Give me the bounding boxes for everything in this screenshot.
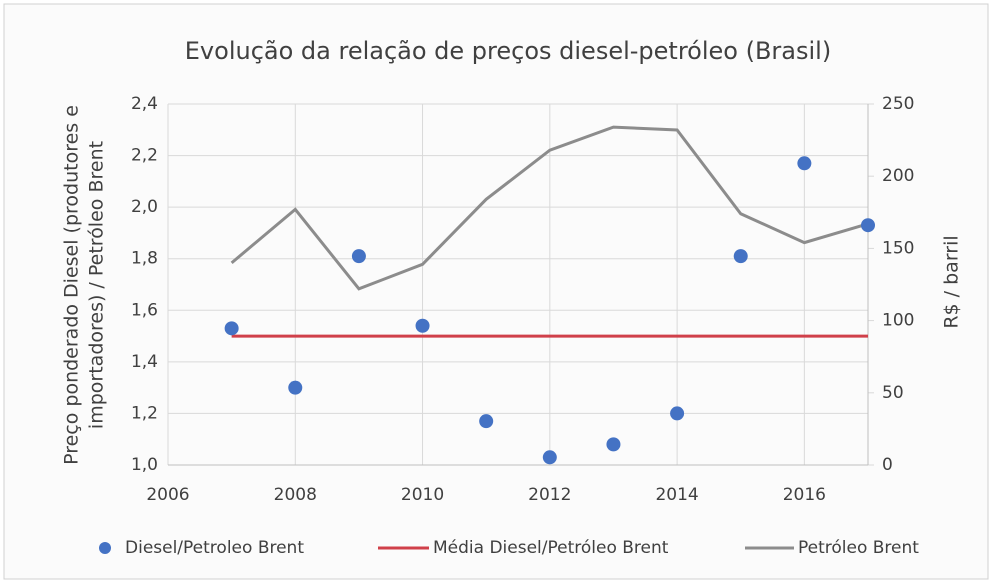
legend-label: Média Diesel/Petróleo Brent: [433, 538, 669, 558]
point: [733, 249, 748, 264]
point: [606, 437, 621, 452]
y-tick-label: 1,2: [131, 403, 158, 423]
x-tick-label: 2008: [274, 485, 317, 505]
y-tick-label: 2,4: [131, 94, 158, 114]
y2-tick-label: 250: [882, 94, 914, 114]
y-tick-label: 1,0: [131, 455, 158, 475]
y-tick-label: 2,2: [131, 146, 158, 166]
point: [224, 321, 239, 336]
y2-tick-label: 150: [882, 238, 914, 258]
x-tick-label: 2012: [528, 485, 571, 505]
y-tick-label: 1,4: [131, 352, 158, 372]
point: [797, 156, 812, 171]
x-tick-label: 2016: [783, 485, 826, 505]
y-axis-title: importadores) / Petróleo Brent: [86, 141, 108, 429]
legend-label: Diesel/Petroleo Brent: [125, 538, 304, 558]
point: [542, 450, 557, 465]
point: [288, 380, 303, 395]
y-tick-label: 2,0: [131, 197, 158, 217]
y-axis-title: Preço ponderado Diesel (produtores e: [61, 105, 83, 465]
y-tick-label: 1,8: [131, 249, 158, 269]
y-tick-label: 1,6: [131, 300, 158, 320]
y2-tick-label: 100: [882, 311, 914, 331]
point: [670, 406, 685, 421]
point: [861, 218, 875, 233]
legend-marker: [99, 542, 111, 554]
y2-tick-label: 0: [882, 455, 893, 475]
chart-title: Evolução da relação de preços diesel-pet…: [185, 37, 831, 65]
point: [415, 318, 430, 333]
point: [351, 249, 366, 264]
x-tick-label: 2006: [146, 485, 189, 505]
y2-tick-label: 200: [882, 166, 914, 186]
legend-label: Petróleo Brent: [798, 538, 919, 558]
y2-axis-title: R$ / barril: [941, 235, 963, 328]
x-tick-label: 2014: [655, 485, 698, 505]
point: [479, 414, 494, 429]
y2-tick-label: 50: [882, 383, 904, 403]
line: [230, 125, 869, 291]
x-tick-label: 2010: [401, 485, 444, 505]
